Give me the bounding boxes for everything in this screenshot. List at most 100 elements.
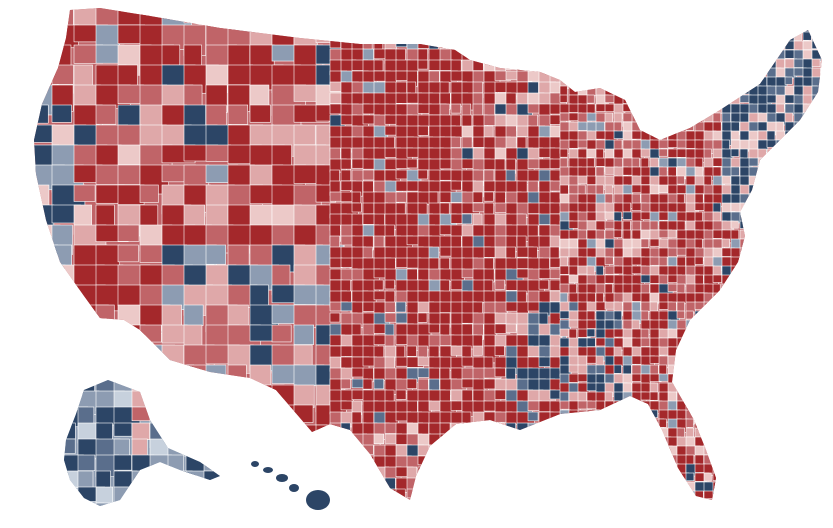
county-cell — [395, 26, 413, 38]
county-cell — [694, 373, 707, 389]
county-cell — [395, 37, 408, 48]
county-cell — [384, 499, 396, 500]
county-cell — [271, 484, 291, 500]
county-cell — [784, 211, 800, 224]
county-cell — [631, 427, 645, 443]
county-cell — [785, 518, 794, 528]
county-cell — [494, 48, 510, 64]
county-cell — [766, 265, 779, 278]
county-cell — [811, 139, 822, 152]
county-cell — [613, 13, 626, 27]
county-cell — [793, 31, 802, 42]
county-cell — [811, 175, 822, 187]
county-cell — [730, 328, 743, 342]
county-cell — [139, 484, 176, 500]
county-cell — [811, 337, 822, 350]
county-cell — [559, 40, 571, 54]
county-cell — [395, 488, 406, 500]
county-cell — [439, 26, 453, 38]
county-cell — [739, 58, 753, 67]
county-cell — [712, 283, 721, 299]
county-cell — [775, 364, 788, 375]
county-cell — [775, 301, 786, 310]
county-cell — [739, 238, 752, 254]
county-cell — [596, 518, 606, 528]
county-cell — [340, 169, 352, 182]
county-cell — [667, 22, 677, 37]
county-cell — [811, 193, 821, 202]
county-cell — [676, 58, 686, 68]
county-cell — [748, 247, 762, 263]
county-cell — [802, 499, 813, 500]
county-cell — [340, 400, 354, 411]
county-cell — [395, 8, 413, 16]
county-cell — [748, 319, 761, 332]
county-cell — [64, 390, 78, 405]
county-cell — [667, 67, 680, 81]
county-cell — [739, 8, 749, 15]
county-cell — [784, 301, 796, 312]
county-cell — [568, 8, 578, 15]
county-cell — [685, 121, 694, 131]
county-cell — [227, 404, 261, 433]
county-cell — [450, 37, 466, 51]
county-cell — [340, 466, 351, 478]
county-cell — [748, 472, 762, 484]
county-cell — [730, 391, 744, 403]
county-cell — [649, 49, 658, 58]
county-cell — [51, 364, 87, 383]
county-cell — [631, 130, 643, 140]
county-cell — [340, 389, 354, 403]
county-cell — [271, 404, 297, 428]
county-cell — [395, 15, 409, 32]
county-cell — [649, 238, 660, 247]
county-cell — [605, 509, 619, 522]
county-cell — [676, 220, 686, 231]
county-cell — [271, 384, 297, 409]
county-cell — [559, 490, 574, 500]
county-cell — [811, 328, 820, 342]
county-cell — [794, 518, 807, 528]
county-cell — [586, 418, 601, 430]
county-cell — [811, 454, 820, 465]
county-cell — [766, 238, 782, 253]
county-cell — [784, 8, 798, 16]
county-cell — [721, 364, 734, 377]
county-cell — [640, 22, 653, 37]
county-cell — [161, 364, 195, 395]
county-cell — [802, 292, 817, 307]
county-cell — [667, 364, 678, 374]
county-cell — [439, 37, 458, 49]
county-cell — [34, 24, 49, 46]
county-cell — [676, 175, 685, 185]
county-cell — [820, 274, 822, 290]
county-cell — [249, 484, 276, 500]
county-cell — [117, 244, 139, 263]
county-cell — [703, 499, 713, 500]
county-cell — [694, 139, 705, 151]
county-cell — [640, 409, 655, 422]
county-cell — [483, 169, 495, 183]
county-cell — [784, 193, 796, 206]
county-cell — [406, 8, 420, 19]
county-cell — [820, 481, 822, 492]
county-cell — [329, 125, 342, 138]
county-cell — [685, 481, 696, 493]
county-cell — [775, 22, 788, 34]
county-cell — [640, 418, 653, 433]
county-cell — [622, 463, 634, 472]
county-cell — [568, 463, 579, 477]
county-cell — [775, 265, 789, 281]
county-cell — [595, 409, 605, 422]
county-cell — [505, 455, 519, 469]
county-cell — [227, 484, 249, 500]
county-cell — [748, 346, 763, 361]
county-cell — [730, 13, 743, 27]
county-cell — [820, 85, 822, 100]
county-cell — [450, 477, 463, 496]
county-cell — [450, 8, 466, 19]
county-cell — [205, 384, 233, 412]
county-cell — [450, 455, 462, 471]
county-cell — [222, 375, 242, 390]
county-cell — [586, 175, 597, 185]
